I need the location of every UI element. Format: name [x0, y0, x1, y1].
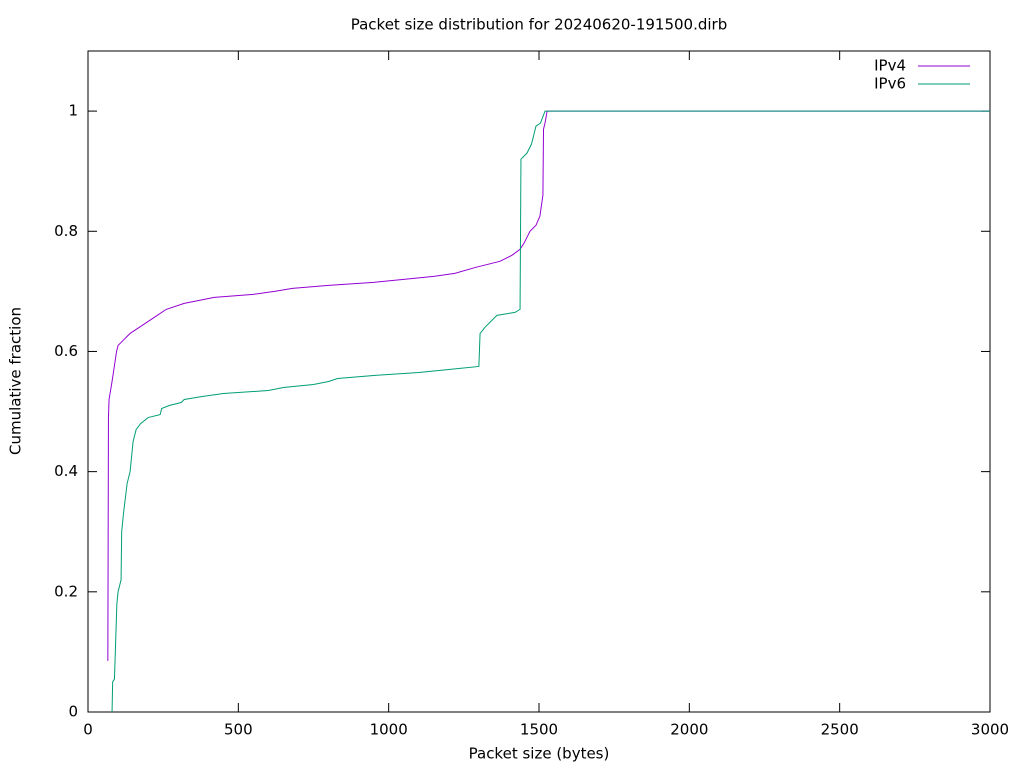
x-tick-label: 2000 [670, 721, 708, 739]
y-tick-label: 0.6 [54, 342, 78, 360]
y-axis-label: Cumulative fraction [7, 307, 25, 455]
legend-label: IPv4 [874, 57, 906, 75]
x-tick-label: 2500 [821, 721, 859, 739]
chart-title: Packet size distribution for 20240620-19… [351, 16, 728, 34]
x-axis-label: Packet size (bytes) [469, 745, 610, 763]
x-tick-label: 1500 [520, 721, 558, 739]
y-tick-label: 0.2 [54, 582, 78, 600]
y-tick-label: 0.8 [54, 222, 78, 240]
y-tick-label: 0 [68, 703, 78, 721]
y-tick-label: 0.4 [54, 462, 78, 480]
legend-label: IPv6 [874, 75, 906, 93]
x-tick-label: 500 [224, 721, 253, 739]
series-line [107, 110, 990, 661]
series-line [111, 110, 990, 713]
x-tick-label: 1000 [370, 721, 408, 739]
x-tick-label: 3000 [971, 721, 1009, 739]
x-tick-label: 0 [83, 721, 93, 739]
y-tick-label: 1 [68, 102, 78, 120]
